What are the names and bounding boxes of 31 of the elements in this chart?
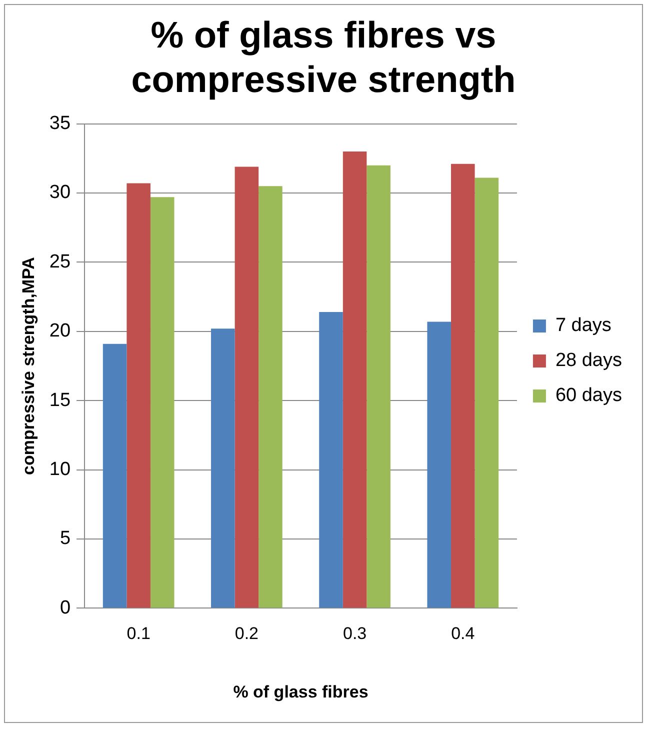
text: % of glass fibres vs [150, 14, 496, 56]
x-tick-label: 0.3 [342, 624, 367, 644]
y-tick-label: 0 [60, 597, 71, 618]
y-tick-label: 15 [49, 390, 71, 411]
legend-label: 28 days [555, 350, 622, 372]
legend-label: 60 days [555, 385, 622, 406]
bar [126, 183, 150, 608]
bar [258, 186, 282, 608]
bar [319, 312, 343, 608]
y-tick-label: 35 [49, 113, 71, 134]
text: compressive strength [131, 58, 516, 100]
x-axis-title: % of glass fibres [233, 682, 368, 702]
x-tick-label: 0.1 [126, 624, 150, 644]
y-tick-label: 5 [60, 528, 71, 550]
bar [342, 151, 367, 608]
legend-label: 7 days [555, 315, 612, 336]
bar [150, 197, 174, 608]
y-tick-label: 30 [49, 182, 71, 204]
x-tick-label: 0.2 [234, 624, 259, 644]
bar [474, 178, 499, 608]
bar [211, 328, 235, 608]
y-axis-title: compressive strength,MPA [18, 257, 38, 475]
y-tick-label: 10 [49, 459, 71, 480]
bar [102, 344, 127, 608]
y-tick-label: 20 [49, 320, 71, 342]
bar [366, 165, 390, 608]
bar [427, 322, 452, 608]
bar [451, 164, 475, 608]
y-tick-label: 25 [49, 251, 71, 272]
x-tick-label: 0.4 [451, 624, 475, 644]
bar [234, 166, 259, 608]
